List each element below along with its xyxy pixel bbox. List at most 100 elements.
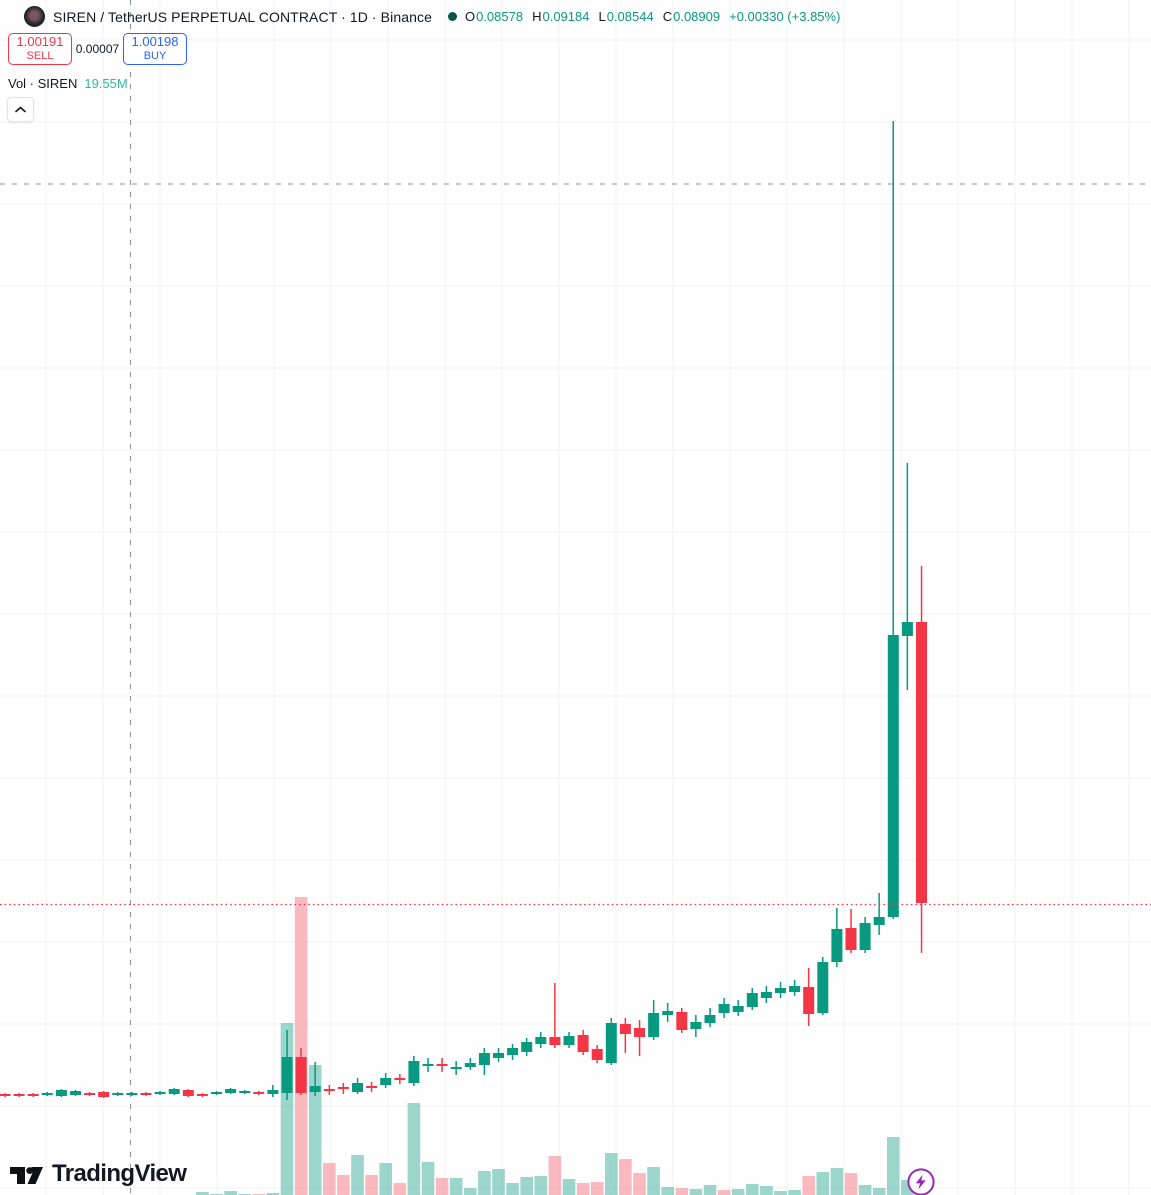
candle-body xyxy=(450,1067,462,1069)
volume-bar xyxy=(802,1176,815,1195)
buy-button[interactable]: 1.00198 BUY xyxy=(123,33,187,65)
volume-bar xyxy=(858,1185,872,1195)
volume-bar xyxy=(590,1182,604,1195)
volume-bar xyxy=(520,1177,533,1195)
candle-body xyxy=(704,1015,716,1023)
candle-body xyxy=(521,1042,533,1052)
volume-bar xyxy=(337,1175,350,1195)
candle-body xyxy=(309,1086,321,1092)
candle-wick xyxy=(638,1020,641,1056)
candle-body xyxy=(873,917,885,925)
volume-bar xyxy=(478,1171,491,1195)
volume-bar xyxy=(774,1191,787,1195)
candle-body xyxy=(422,1064,434,1066)
candle-body xyxy=(662,1011,674,1015)
ohlc-high: H0.09184 xyxy=(532,9,590,24)
candle-body xyxy=(464,1063,476,1067)
candle-body xyxy=(535,1037,547,1044)
candle-body xyxy=(13,1094,25,1096)
volume-bar xyxy=(224,1191,237,1195)
candle-body xyxy=(718,1004,730,1013)
candle-body xyxy=(478,1053,490,1065)
candle-body xyxy=(182,1090,194,1096)
candle-body xyxy=(436,1064,448,1066)
candle-body xyxy=(98,1092,110,1097)
tradingview-wordmark: TradingView xyxy=(52,1160,187,1187)
trade-panel: 1.00191 SELL 0.00007 1.00198 BUY xyxy=(8,33,187,65)
candle-wick xyxy=(906,463,909,690)
volume-bar xyxy=(746,1184,759,1195)
symbol-title[interactable]: SIREN / TetherUS PERPETUAL CONTRACT · 1D… xyxy=(53,8,432,25)
candle-body xyxy=(281,1057,293,1093)
candle-body xyxy=(55,1090,67,1096)
volume-bar xyxy=(830,1168,844,1195)
volume-bar xyxy=(407,1103,421,1195)
ohlc-open: O0.08578 xyxy=(464,9,524,24)
volume-bar xyxy=(464,1188,477,1195)
candle-body xyxy=(817,962,829,1013)
candle-body xyxy=(916,622,927,903)
candle-body xyxy=(196,1094,208,1096)
candle-body xyxy=(577,1035,589,1052)
candle-body xyxy=(112,1093,124,1095)
tradingview-watermark-link[interactable]: TradingView xyxy=(8,1160,187,1188)
volume-bar xyxy=(266,1193,280,1195)
volume-bar xyxy=(760,1186,773,1195)
candle-body xyxy=(323,1089,335,1091)
volume-bar xyxy=(449,1178,463,1195)
candle-body xyxy=(295,1057,307,1093)
candle-wick xyxy=(892,121,894,919)
candle-body xyxy=(789,986,801,992)
candle-body xyxy=(619,1024,631,1034)
candle-body xyxy=(591,1049,603,1060)
volume-bar xyxy=(887,1137,900,1195)
collapse-legend-button[interactable] xyxy=(7,97,34,122)
candle-body xyxy=(775,988,786,993)
candle-body xyxy=(507,1048,519,1055)
candle-body xyxy=(41,1093,53,1095)
candle-body xyxy=(70,1091,81,1095)
candle-body xyxy=(380,1078,392,1085)
candle-body xyxy=(126,1093,138,1095)
volume-bar xyxy=(548,1156,562,1195)
volume-bar xyxy=(576,1183,590,1195)
volume-bar xyxy=(506,1183,519,1195)
volume-bar xyxy=(435,1178,449,1195)
candle-body xyxy=(859,923,871,950)
ohlc-change: +0.00330 (+3.85%) xyxy=(729,9,841,24)
sell-button[interactable]: 1.00191 SELL xyxy=(8,33,72,65)
candle-wick xyxy=(554,983,556,1048)
boost-flash-icon[interactable] xyxy=(906,1167,936,1195)
chevron-up-icon xyxy=(15,106,26,113)
buy-label: BUY xyxy=(143,50,167,63)
buy-price: 1.00198 xyxy=(131,34,179,50)
volume-bar xyxy=(844,1173,858,1195)
candle-body xyxy=(887,635,899,917)
candle-body xyxy=(154,1092,166,1094)
volume-bar xyxy=(605,1153,618,1195)
candle-body xyxy=(366,1086,378,1088)
candle-body xyxy=(140,1093,152,1095)
volume-bar xyxy=(365,1175,378,1195)
volume-bar xyxy=(661,1187,674,1195)
ohlc-low: L0.08544 xyxy=(598,9,654,24)
candle-body xyxy=(549,1037,561,1045)
volume-value: 19.55M xyxy=(84,76,128,91)
candle-body xyxy=(253,1092,265,1094)
volume-bar xyxy=(294,897,308,1195)
candle-body xyxy=(168,1089,180,1094)
volume-bar xyxy=(647,1167,660,1195)
spread-value: 0.00007 xyxy=(75,42,120,56)
candle-body xyxy=(648,1013,660,1037)
candle-body xyxy=(563,1036,575,1045)
ohlc-close: C0.08909 xyxy=(662,9,721,24)
ohlc-readout: O0.08578 H0.09184 L0.08544 C0.08909 +0.0… xyxy=(465,9,840,24)
volume-label: Vol · SIREN xyxy=(8,76,78,91)
candle-body xyxy=(27,1094,39,1096)
volume-bar xyxy=(421,1162,435,1195)
volume-bar xyxy=(816,1172,830,1195)
volume-bar xyxy=(351,1155,364,1195)
volume-bar xyxy=(379,1163,392,1195)
